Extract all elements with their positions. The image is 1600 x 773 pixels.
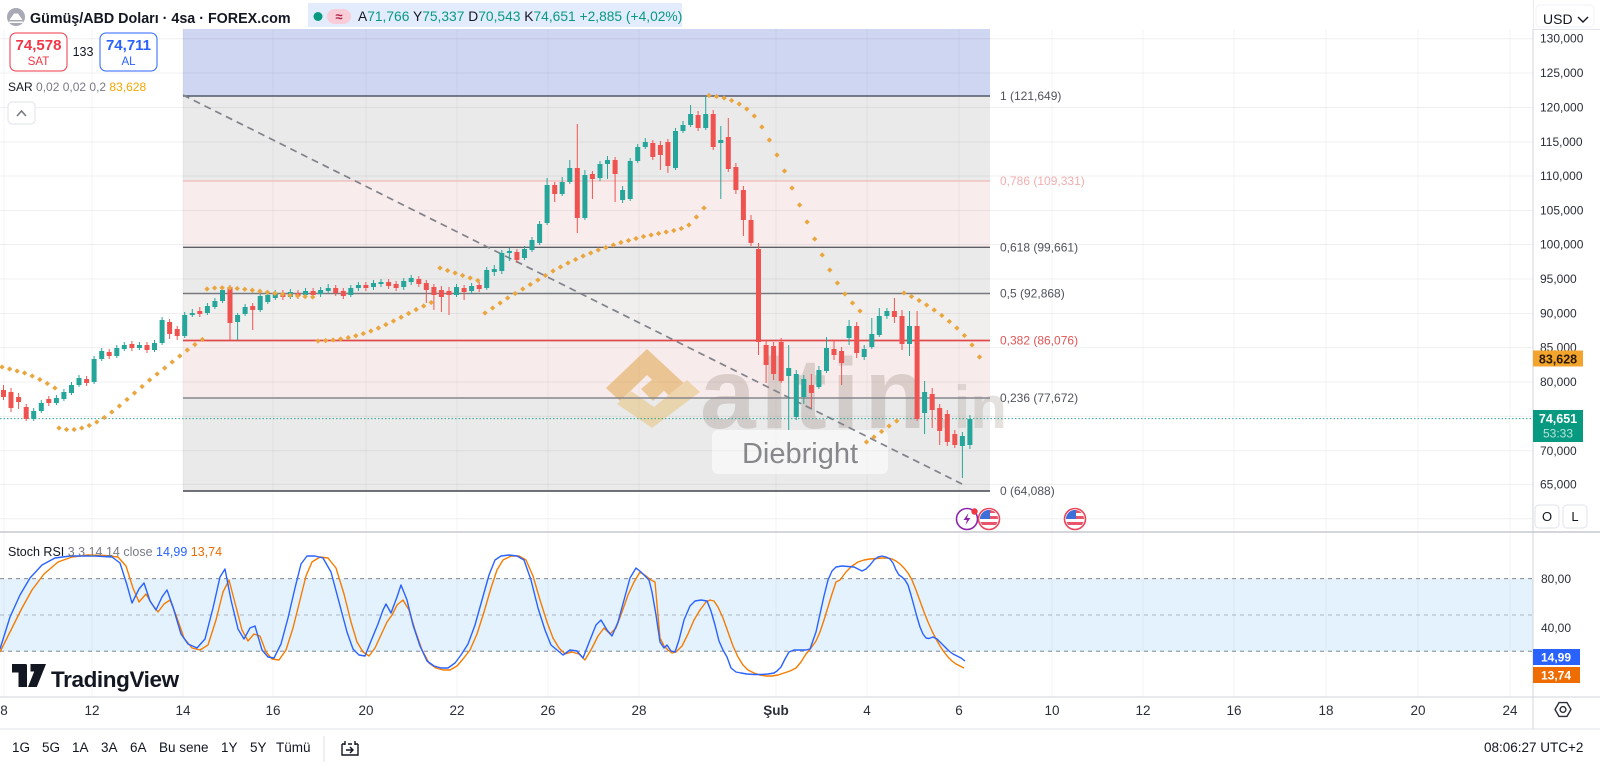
svg-text:0 (64,088): 0 (64,088) — [1000, 484, 1055, 498]
svg-text:28: 28 — [631, 703, 646, 718]
svg-text:6A: 6A — [130, 740, 147, 755]
svg-text:53:33: 53:33 — [1543, 427, 1573, 441]
svg-text:18: 18 — [1318, 703, 1333, 718]
svg-text:74,651: 74,651 — [1539, 412, 1577, 426]
svg-text:110,000: 110,000 — [1540, 169, 1583, 183]
svg-text:0,382 (86,076): 0,382 (86,076) — [1000, 334, 1078, 348]
svg-text:74,711: 74,711 — [106, 37, 151, 54]
svg-text:20: 20 — [1410, 703, 1425, 718]
svg-text:133: 133 — [73, 45, 94, 59]
svg-text:20: 20 — [358, 703, 373, 718]
svg-text:AL: AL — [121, 56, 136, 68]
svg-text:83,628: 83,628 — [1539, 353, 1577, 367]
svg-text:80,000: 80,000 — [1540, 375, 1577, 389]
svg-text:16: 16 — [265, 703, 280, 718]
svg-text:120,000: 120,000 — [1540, 101, 1584, 115]
svg-text:1G: 1G — [12, 740, 30, 755]
svg-text:70,000: 70,000 — [1540, 444, 1577, 458]
svg-text:Şub: Şub — [763, 703, 789, 718]
svg-text:22: 22 — [449, 703, 464, 718]
svg-text:0,618 (99,661): 0,618 (99,661) — [1000, 240, 1078, 254]
svg-text:5G: 5G — [42, 740, 60, 755]
svg-text:08:06:27 UTC+2: 08:06:27 UTC+2 — [1484, 740, 1583, 755]
svg-text:65,000: 65,000 — [1540, 477, 1577, 491]
svg-text:10: 10 — [1044, 703, 1059, 718]
svg-text:0,236 (77,672): 0,236 (77,672) — [1000, 391, 1078, 405]
svg-text:≈: ≈ — [335, 9, 342, 24]
svg-text:14: 14 — [175, 703, 191, 718]
svg-text:0,5 (92,868): 0,5 (92,868) — [1000, 287, 1065, 301]
svg-text:SAR 0,02 0,02 0,2 83,628: SAR 0,02 0,02 0,2 83,628 — [8, 80, 146, 94]
svg-text:95,000: 95,000 — [1540, 272, 1577, 286]
svg-text:A71,766 Y75,337 D70,543 K74,65: A71,766 Y75,337 D70,543 K74,651 +2,885 (… — [358, 9, 682, 24]
svg-text:13,74: 13,74 — [1541, 669, 1571, 683]
svg-text:Bu sene: Bu sene — [159, 740, 209, 755]
svg-text:26: 26 — [540, 703, 555, 718]
svg-text:80,00: 80,00 — [1541, 572, 1571, 586]
svg-text:16: 16 — [1226, 703, 1241, 718]
svg-text:90,000: 90,000 — [1540, 307, 1577, 321]
svg-text:105,000: 105,000 — [1540, 204, 1584, 218]
svg-text:1Y: 1Y — [221, 740, 238, 755]
svg-text:SAT: SAT — [28, 56, 50, 68]
svg-text:0,786 (109,331): 0,786 (109,331) — [1000, 174, 1085, 188]
svg-text:40,00: 40,00 — [1541, 621, 1571, 635]
svg-text:Diebright: Diebright — [742, 438, 858, 470]
svg-text:14,99: 14,99 — [1541, 651, 1571, 665]
svg-text:125,000: 125,000 — [1540, 66, 1584, 80]
svg-text:100,000: 100,000 — [1540, 238, 1584, 252]
svg-text:4: 4 — [863, 703, 871, 718]
svg-text:Stoch RSI 3 3 14 14 close 14,: Stoch RSI 3 3 14 14 close 14,99 13,74 — [8, 545, 222, 559]
svg-text:USD: USD — [1543, 11, 1573, 27]
svg-text:3A: 3A — [101, 740, 118, 755]
svg-text:O: O — [1542, 509, 1552, 524]
svg-text:1A: 1A — [72, 740, 89, 755]
svg-text:130,000: 130,000 — [1540, 32, 1584, 46]
svg-text:8: 8 — [0, 703, 8, 718]
svg-text:TradingView: TradingView — [51, 667, 180, 692]
svg-text:24: 24 — [1502, 703, 1518, 718]
svg-text:74,578: 74,578 — [16, 37, 62, 54]
svg-text:6: 6 — [955, 703, 963, 718]
svg-text:L: L — [1571, 509, 1578, 524]
svg-text:12: 12 — [1135, 703, 1150, 718]
svg-text:115,000: 115,000 — [1540, 135, 1583, 149]
svg-text:5Y: 5Y — [250, 740, 267, 755]
svg-text:1 (121,649): 1 (121,649) — [1000, 89, 1061, 103]
svg-text:12: 12 — [84, 703, 99, 718]
svg-text:Tümü: Tümü — [276, 740, 311, 755]
svg-text:Gümüş/ABD Doları · 4sa · FOREX: Gümüş/ABD Doları · 4sa · FOREX.com — [30, 11, 291, 27]
